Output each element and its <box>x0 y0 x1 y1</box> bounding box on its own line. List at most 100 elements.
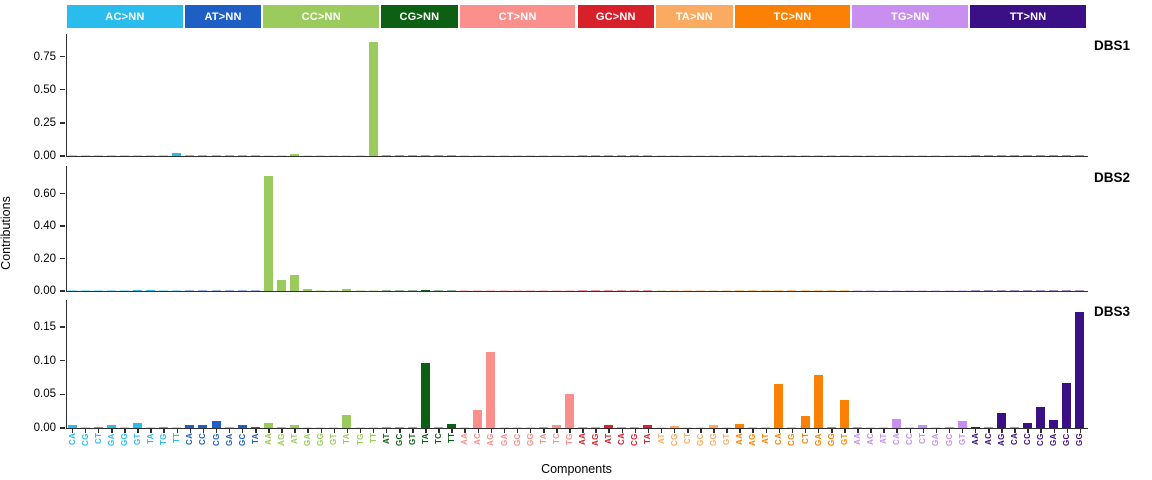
x-tick-mark <box>176 428 178 433</box>
x-tick-label-CT>NN-AG: AG <box>486 433 496 446</box>
x-tick-mark <box>281 428 283 433</box>
facet-strip-GC>NN: GC>NN <box>577 5 655 28</box>
x-tick-label-CT>NN-GA: GA <box>499 433 509 446</box>
x-tick-mark <box>896 428 898 433</box>
x-tick-mark <box>124 428 126 433</box>
x-tick-mark <box>608 428 610 433</box>
x-tick-mark <box>84 428 87 433</box>
bar-DBS3-GC>NN-TA <box>643 424 653 428</box>
y-tick-label-DBS1-0.75: 0.75 <box>33 50 56 63</box>
bar-DBS3-TT>NN-AG <box>996 413 1006 428</box>
bar-DBS3-TT>NN-CA <box>1010 427 1019 428</box>
bar-DBS2-CT>NN-AC <box>473 290 483 291</box>
bar-DBS2-TC>NN-CA <box>774 290 784 291</box>
bar-DBS2-CG>NN-GT <box>407 290 417 291</box>
bar-DBS1-TT>NN-CC <box>1023 155 1033 156</box>
bar-DBS1-TG>NN-AT <box>879 155 889 156</box>
x-tick-label-AC>NN-TG: TG <box>159 433 169 445</box>
bar-DBS3-AC>NN-GA <box>106 425 116 428</box>
bar-DBS1-AT>NN-CG <box>211 155 221 156</box>
x-tick-label-CC>NN-GG: GG <box>316 433 326 447</box>
x-tick-mark <box>71 428 74 433</box>
x-tick-mark <box>464 428 466 433</box>
bar-DBS2-AT>NN-CC <box>198 290 208 291</box>
x-tick-mark <box>268 428 270 433</box>
panel-DBS2 <box>66 166 1088 292</box>
bar-DBS3-CC>NN-GG <box>316 427 326 428</box>
bar-DBS2-TA>NN-GT <box>722 290 732 291</box>
bar-DBS2-AT>NN-TA <box>250 290 260 291</box>
x-tick-label-AT>NN-TA: TA <box>250 433 260 444</box>
x-tick-label-CT>NN-AA: AA <box>460 433 470 446</box>
y-tick-mark <box>60 225 65 227</box>
x-tick-mark <box>438 428 440 433</box>
bar-DBS2-GC>NN-CG <box>630 290 640 291</box>
bar-DBS3-AT>NN-GC <box>237 425 247 428</box>
bar-DBS2-CG>NN-TA <box>420 290 430 291</box>
x-tick-mark <box>726 428 728 433</box>
x-tick-mark <box>215 428 218 433</box>
bar-DBS3-TA>NN-CT <box>682 427 692 428</box>
x-tick-mark <box>713 428 715 433</box>
x-tick-mark <box>700 428 702 433</box>
bar-DBS2-TA>NN-CG <box>669 290 679 291</box>
facet-strip-TT>NN: TT>NN <box>970 5 1086 28</box>
bar-DBS2-TT>NN-AG <box>996 290 1006 291</box>
x-tick-mark <box>425 428 427 433</box>
x-tick-mark <box>385 428 388 433</box>
bar-DBS2-TC>NN-GG <box>826 290 836 291</box>
y-tick-label-DBS2-0.60: 0.60 <box>33 187 56 200</box>
x-tick-label-TC>NN-CG: CG <box>787 433 797 446</box>
x-tick-label-TC>NN-CT: CT <box>800 433 810 445</box>
bar-DBS3-AC>NN-CA <box>67 425 77 428</box>
bar-DBS2-AT>NN-GC <box>237 290 247 291</box>
bar-DBS2-TC>NN-CT <box>800 290 810 291</box>
x-tick-label-GC>NN-TA: TA <box>643 433 653 444</box>
x-tick-label-CC>NN-GT: GT <box>329 433 339 445</box>
bar-DBS2-TT>NN-CG <box>1036 290 1046 291</box>
bar-DBS3-AT>NN-CA <box>185 424 195 428</box>
x-tick-label-GC>NN-AA: AA <box>578 433 588 446</box>
x-tick-label-AC>NN-CG: CG <box>80 433 90 446</box>
bar-DBS2-TC>NN-GA <box>813 290 823 291</box>
bar-DBS1-CC>NN-TG <box>355 155 365 156</box>
bar-DBS2-TG>NN-AT <box>879 290 889 291</box>
bar-DBS1-TG>NN-CT <box>918 155 928 156</box>
bar-DBS3-CT>NN-GG <box>525 427 535 428</box>
bar-DBS1-GC>NN-TA <box>643 155 653 156</box>
x-tick-mark <box>1001 428 1003 433</box>
bar-DBS2-CT>NN-AG <box>486 290 496 291</box>
x-tick-label-TC>NN-AG: AG <box>748 433 758 446</box>
y-tick-mark <box>60 290 65 292</box>
bar-DBS3-GC>NN-CA <box>617 427 627 428</box>
x-tick-mark <box>948 428 951 433</box>
bar-DBS1-CC>NN-TA <box>342 155 352 156</box>
bar-DBS3-TT>NN-GG <box>1075 312 1085 428</box>
bar-DBS2-AC>NN-TT <box>172 290 182 291</box>
y-tick-label-DBS3-0.10: 0.10 <box>33 354 56 367</box>
x-tick-mark <box>961 428 964 433</box>
x-tick-mark <box>307 428 309 433</box>
bar-DBS2-TG>NN-GA <box>931 290 941 291</box>
x-tick-label-TG>NN-CA: CA <box>892 433 902 446</box>
bar-DBS2-AC>NN-CA <box>67 290 77 291</box>
x-tick-label-CT>NN-GC: GC <box>512 433 522 446</box>
x-tick-label-TT>NN-AG: AG <box>996 433 1006 446</box>
x-tick-mark <box>137 428 139 433</box>
facet-strip-TA>NN: TA>NN <box>656 5 733 28</box>
bar-DBS3-CT>NN-TC <box>551 424 561 428</box>
x-tick-label-TA>NN-GC: GC <box>695 433 705 446</box>
x-tick-mark <box>1053 428 1056 433</box>
bar-DBS1-TG>NN-GT <box>957 155 967 156</box>
x-axis-title: Components <box>541 462 612 476</box>
bar-DBS2-CC>NN-AA <box>263 175 273 291</box>
x-tick-mark <box>752 428 754 433</box>
bar-DBS2-TA>NN-GG <box>708 290 718 291</box>
bar-DBS2-AT>NN-GA <box>224 290 234 291</box>
x-tick-mark <box>804 428 807 433</box>
bar-DBS2-TG>NN-CT <box>918 290 928 291</box>
bar-DBS3-TT>NN-AA <box>970 426 980 428</box>
x-tick-mark <box>791 428 794 433</box>
bar-DBS2-CC>NN-TA <box>342 289 352 291</box>
bar-DBS1-CT>NN-AC <box>473 155 483 156</box>
